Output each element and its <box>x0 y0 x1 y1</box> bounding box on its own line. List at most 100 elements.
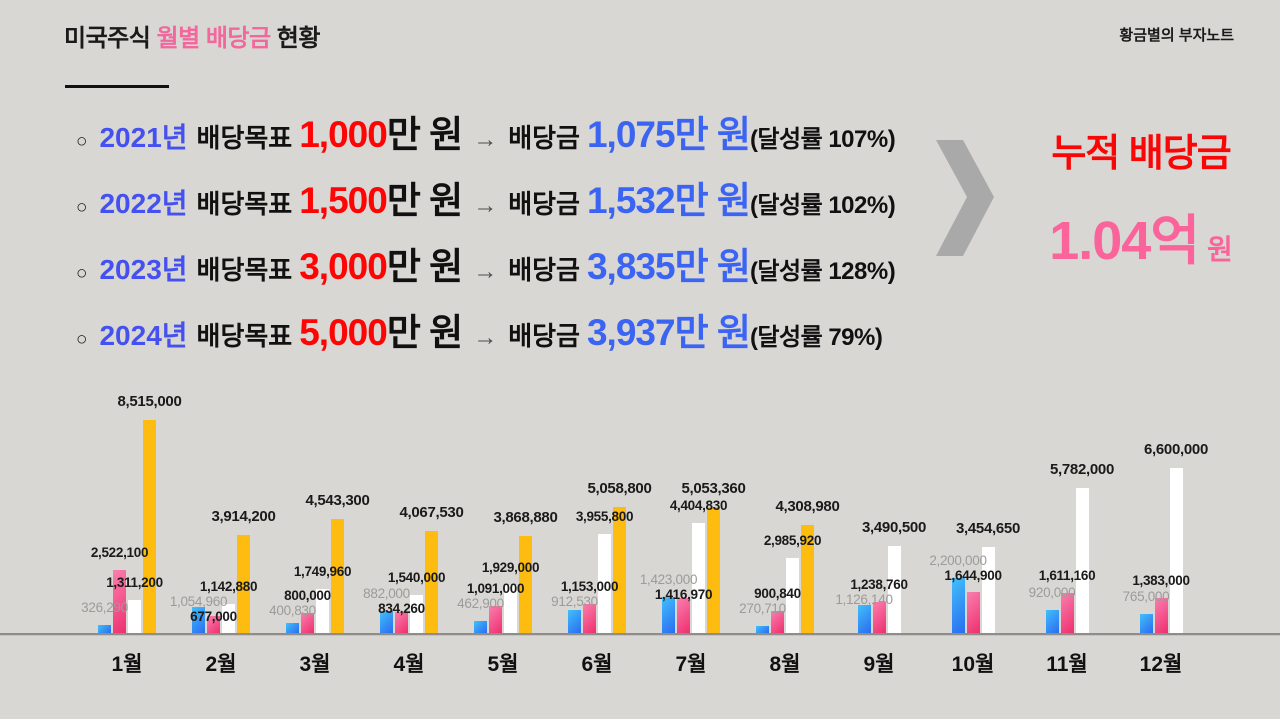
plot-area: 8,515,000 2,522,100 1,311,200 326,290 <box>80 385 182 633</box>
bar-label-2024-5월: 3,868,880 <box>493 509 558 527</box>
bar-label-2022-5월: 1,091,000 <box>466 580 525 596</box>
plot-area: 6,600,000 1,383,000 765,000 <box>1114 385 1208 633</box>
cumulative-amount-value: 1.04억 <box>1049 211 1200 271</box>
page-title-highlight: 월별 배당금 <box>156 25 272 52</box>
plot-area: 3,868,880 1,929,000 1,091,000 462,900 <box>456 385 558 633</box>
bar-label-2022-1월: 2,522,100 <box>90 544 149 560</box>
page-title-suffix: 현황 <box>270 25 321 52</box>
bar-label-2024-8월: 4,308,980 <box>775 498 840 516</box>
goal-target-label: 배당목표 <box>196 189 293 219</box>
bar-label-2022-12월: 1,383,000 <box>1132 573 1190 589</box>
goal-row-2021: ○ 2021년 배당목표 1,000 만 원 → 배당금 1,075 만 원 (… <box>76 104 896 170</box>
cumulative-amount-unit: 원 <box>1207 234 1233 265</box>
goal-result-unit: 만 원 <box>674 114 751 155</box>
bar-label-2021-10월: 2,200,000 <box>929 553 987 568</box>
bar-2023-8월 <box>786 558 799 633</box>
plot-area: 4,308,980 2,985,920 900,840 270,710 <box>738 385 840 633</box>
goal-result-label: 배당금 <box>508 189 580 219</box>
goal-list: ○ 2021년 배당목표 1,000 만 원 → 배당금 1,075 만 원 (… <box>76 104 896 368</box>
chart-month-group-12월: 6,600,000 1,383,000 765,000 12월 <box>1114 385 1209 685</box>
goal-result-value: 3,835 <box>586 246 676 287</box>
plot-area: 3,490,500 1,238,760 1,126,140 <box>832 385 926 633</box>
bar-label-2022-8월: 900,840 <box>754 585 801 601</box>
bar-label-2023-2월: 1,142,880 <box>199 579 258 595</box>
chart-month-group-1월: 8,515,000 2,522,100 1,311,200 326,290 1월 <box>80 385 182 685</box>
plot-area: 3,454,650 2,200,000 1,644,900 <box>926 385 1020 633</box>
month-label-3월: 3월 <box>299 653 331 676</box>
goal-row-2022: ○ 2022년 배당목표 1,500 만 원 → 배당금 1,532 만 원 (… <box>76 170 896 236</box>
bullet-circle-icon: ○ <box>76 131 88 152</box>
bar-2022-12월 <box>1154 598 1168 633</box>
bar-label-2021-5월: 462,900 <box>457 596 504 612</box>
page-title: 미국주식 월별 배당금 현황 <box>64 18 320 53</box>
bar-label-2021-12월: 765,000 <box>1122 588 1170 604</box>
bar-label-2021-6월: 912,530 <box>551 594 598 610</box>
chart-month-group-7월: 5,053,360 4,404,830 1,423,000 1,416,970 7월 <box>640 385 746 685</box>
bar-label-2022-6월: 1,153,000 <box>560 579 619 595</box>
goal-row-2024: ○ 2024년 배당목표 5,000 만 원 → 배당금 3,937 만 원 (… <box>76 302 895 368</box>
bar-2023-9월 <box>887 545 901 633</box>
bar-label-2023-6월: 3,955,800 <box>575 509 634 524</box>
bar-label-2022-9월: 1,238,760 <box>850 577 908 592</box>
bar-label-2021-7월: 1,423,000 <box>639 572 698 588</box>
bar-label-2024-1월: 8,515,000 <box>117 393 182 410</box>
goal-achievement: (달성률 102%) <box>749 192 896 219</box>
bar-label-2023-11월: 5,782,000 <box>1049 461 1115 479</box>
bar-label-2023-7월: 4,404,830 <box>669 497 728 513</box>
plot-area: 3,914,200 1,142,880 1,054,960 677,000 <box>170 385 276 633</box>
cumulative-dividend-title: 누적 배당금 <box>1051 133 1231 175</box>
bar-2024-6월 <box>613 506 626 633</box>
goal-target-label: 배당목표 <box>196 321 293 351</box>
bar-2022-8월 <box>771 610 784 633</box>
goal-result-label: 배당금 <box>508 321 580 351</box>
goal-target-unit: 만 원 <box>386 312 463 353</box>
right-arrow-icon: → <box>473 324 498 351</box>
bar-2023-3월 <box>316 589 329 633</box>
bar-label-2024-2월: 3,914,200 <box>211 508 276 526</box>
bar-2024-5월 <box>519 536 532 633</box>
bar-2022-9월 <box>872 602 886 633</box>
bar-label-2021-9월: 1,126,140 <box>835 592 893 607</box>
chart-month-group-11월: 5,782,000 1,611,160 920,000 11월 <box>1020 385 1115 685</box>
bar-2021-7월 <box>662 597 675 633</box>
bar-label-2023-5월: 1,929,000 <box>481 559 540 575</box>
chart-month-group-5월: 3,868,880 1,929,000 1,091,000 462,900 5월 <box>456 385 558 685</box>
bar-2022-2월 <box>207 616 220 633</box>
bar-label-2024-6월: 5,058,800 <box>587 479 652 497</box>
right-arrow-icon: → <box>473 258 498 285</box>
bar-2021-10월 <box>951 578 965 633</box>
bar-2023-10월 <box>981 546 995 633</box>
bar-2022-5월 <box>489 605 502 633</box>
bar-label-2021-2월: 1,054,960 <box>169 594 228 610</box>
plot-area: 4,067,530 1,540,000 882,000 834,260 <box>362 385 464 633</box>
chart-month-group-3월: 4,543,300 1,749,960 800,000 400,830 3월 <box>268 385 370 685</box>
bar-label-2023-8월: 2,985,920 <box>763 533 822 549</box>
goal-target-value: 5,000 <box>299 312 388 353</box>
bar-2022-11월 <box>1060 592 1074 633</box>
goal-target-unit: 만 원 <box>386 180 463 221</box>
bar-2021-8월 <box>756 626 769 633</box>
goal-result-unit: 만 원 <box>674 312 751 353</box>
goal-result-label: 배당금 <box>508 123 580 153</box>
plot-area: 5,053,360 4,404,830 1,423,000 1,416,970 <box>640 385 746 633</box>
chart-month-group-6월: 5,058,800 3,955,800 1,153,000 912,530 6월 <box>550 385 652 685</box>
chart-month-group-10월: 3,454,650 2,200,000 1,644,900 10월 <box>926 385 1020 685</box>
bar-2021-6월 <box>568 610 581 633</box>
bullet-circle-icon: ○ <box>76 263 88 284</box>
bar-2023-7월 <box>692 522 705 633</box>
bar-2023-12월 <box>1169 467 1183 633</box>
chevron-right-icon <box>936 140 994 256</box>
bar-label-2023-9월: 3,490,500 <box>861 518 927 536</box>
goal-target-label: 배당목표 <box>196 255 293 285</box>
goal-target-value: 3,000 <box>299 246 388 287</box>
month-label-2월: 2월 <box>205 653 237 676</box>
bar-2022-3월 <box>301 613 314 633</box>
bar-2021-5월 <box>474 621 487 633</box>
plot-area: 5,058,800 3,955,800 1,153,000 912,530 <box>550 385 652 633</box>
bar-label-2024-3월: 4,543,300 <box>305 492 370 510</box>
chart-month-group-8월: 4,308,980 2,985,920 900,840 270,710 8월 <box>738 385 840 685</box>
month-label-11월: 11월 <box>1046 653 1088 676</box>
bullet-circle-icon: ○ <box>76 197 88 218</box>
bar-label-2023-12월: 6,600,000 <box>1143 440 1209 458</box>
